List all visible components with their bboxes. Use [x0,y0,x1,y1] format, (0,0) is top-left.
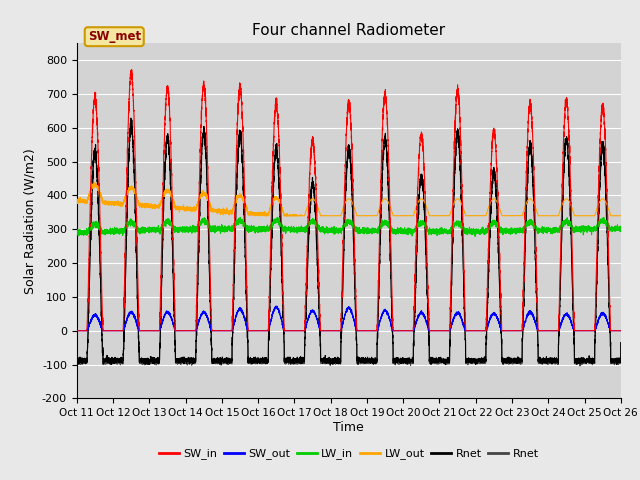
Y-axis label: Solar Radiation (W/m2): Solar Radiation (W/m2) [24,148,36,294]
Title: Four channel Radiometer: Four channel Radiometer [252,23,445,38]
X-axis label: Time: Time [333,421,364,434]
Legend: SW_in, SW_out, LW_in, LW_out, Rnet, Rnet: SW_in, SW_out, LW_in, LW_out, Rnet, Rnet [154,444,543,464]
Text: SW_met: SW_met [88,30,141,43]
